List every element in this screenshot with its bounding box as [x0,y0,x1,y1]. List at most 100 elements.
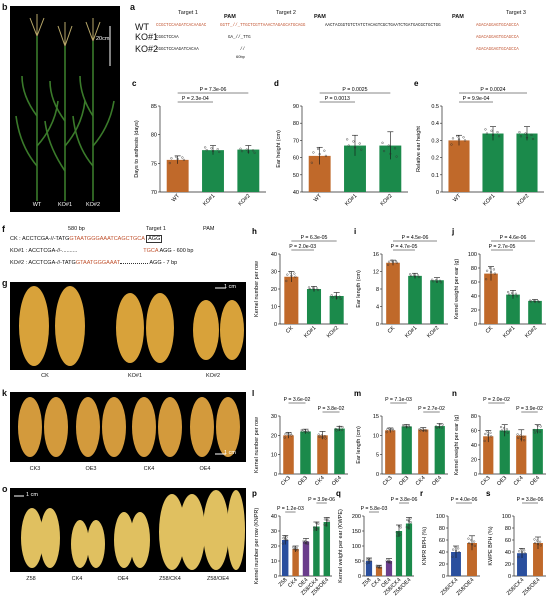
data-point [315,287,319,290]
data-point [485,278,488,281]
data-point [216,148,219,151]
bar-OE4 [334,428,345,474]
y-axis-label: Kernel number per row [254,417,260,473]
p-value-label: P = 3.8e-06 [391,497,418,503]
data-point [335,296,338,300]
p-value-label: P = 0.0024 [480,87,505,93]
y-tick-label: 30 [271,414,277,420]
data-point [522,435,525,438]
chart-m: m 0 5 10 15 Ear length (cm) CK3 OE3 CK4 OE4 P = 7.… [354,389,448,487]
data-point [435,426,438,430]
ear-illustration-o [14,490,245,570]
data-point [289,271,292,274]
y-tick-label: 10 [271,559,277,565]
data-point [535,429,539,432]
data-point [301,430,304,433]
data-point [389,561,392,565]
bar-Z58/CK4 [517,553,527,576]
data-point [240,150,244,153]
data-point [325,519,328,522]
data-point [327,517,330,520]
data-point [457,547,460,550]
photo-label-ko2: KO#2 [85,202,101,208]
data-point [245,148,248,151]
photo-label-ck3: CK3 [29,466,41,472]
photo-label-ko1: KO#1 [57,202,73,208]
p-value-label: P = 2.0e-02 [483,397,510,403]
p-value-label: P = 7.3e-06 [200,87,227,93]
data-point [520,551,524,554]
x-tick-label: OE3 [297,475,309,487]
p-value-label: P = 3.9e-02 [516,406,543,412]
panel-label-f: f [2,224,5,234]
x-tick-label: CK4 [415,475,427,487]
seq-wt-left: CCGCTCCAAGATCACAAGAC [156,24,207,28]
y-tick-label: 40 [293,190,299,196]
x-tick-label: WT [171,193,182,204]
data-point [510,291,514,295]
y-tick-label: 80 [439,526,445,532]
data-point [395,531,398,534]
bar-OE4 [385,561,393,576]
data-point [518,550,521,553]
data-point [506,431,509,434]
x-tick-label: KO#1 [303,325,317,339]
ear-illustration-k [18,397,240,457]
data-point [519,434,522,437]
x-tick-label: KO#2 [380,193,394,207]
data-point [397,532,400,535]
bar-KO#2 [430,280,444,324]
data-point [175,155,178,158]
bar-OE3 [300,431,311,474]
ear-photo-k: 1 cm [10,392,246,462]
f-row-ko1: KO#1 : ACCTCGA-//-.......... TGCA AGG - 6… [10,248,193,254]
data-point [391,261,395,264]
y-tick-label: 100 [502,514,511,520]
data-point [508,293,511,296]
y-axis-label: Kernel number per row (KNPR) [254,508,260,585]
f-row-seq: ACCTCGA-//-TATG [21,236,70,242]
y-tick-label: 70 [293,138,299,144]
y-tick-label: 40 [271,252,277,258]
data-point [286,273,289,276]
data-point [516,433,519,436]
data-point [419,429,422,432]
data-point [323,435,326,438]
y-tick-label: 50 [293,173,299,179]
y-tick-label: 0.3 [431,138,439,144]
data-point [389,428,392,431]
x-tick-label: KO#1 [482,193,496,207]
data-point [386,428,389,431]
bar-Z58/CK4 [395,531,403,576]
p-value-label: P = 3.8e-06 [517,497,544,503]
data-point [315,521,318,524]
p-value-label: P = 3.9e-06 [308,497,335,503]
bar-OE4 [434,426,445,474]
data-point [507,290,510,294]
y-tick-label: 40 [505,550,511,556]
data-point [440,426,444,429]
scale-label: 1 cm [224,450,236,456]
chart-p: p 0 10 20 30 40 Kernel number per row (KNPR) Z5… [252,489,335,597]
y-tick-label: 12 [373,270,379,276]
y-tick-label: 100 [468,252,477,258]
x-tick-label: Z58/OE4 [522,577,542,597]
data-point [518,131,521,134]
data-point [422,429,425,432]
data-point [320,434,323,437]
data-point [394,260,398,263]
photo-label-ck4: CK4 [143,466,155,472]
data-point [312,526,316,529]
panel-label-c: c [132,79,137,88]
data-point [530,133,533,136]
data-point [533,431,536,434]
panel-label-i: i [354,227,356,236]
y-axis-label: Kernel weight per ear (g) [454,259,460,320]
ear-illustration-g [19,286,244,366]
data-point [490,129,493,132]
data-point [405,425,408,428]
x-tick-label: OE4 [331,475,343,487]
data-point [473,544,476,547]
data-point [536,543,540,546]
